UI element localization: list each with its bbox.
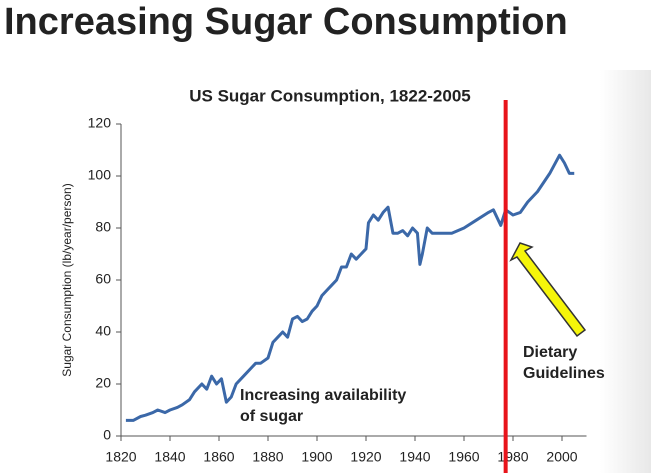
annotation: Guidelines (523, 365, 605, 382)
x-tick-label: 1920 (350, 449, 381, 465)
slide-title: Increasing Sugar Consumption (4, 1, 568, 43)
arrow (509, 242, 587, 338)
x-tick-label: 1820 (105, 449, 136, 465)
annotation: Increasing availability (240, 387, 406, 404)
y-tick-label: 80 (95, 219, 111, 235)
y-tick-label: 120 (88, 115, 112, 131)
x-tick-label: 1980 (497, 449, 528, 465)
x-tick-label: 1880 (252, 449, 283, 465)
y-tick-label: 100 (88, 167, 112, 183)
annotation: Dietary (523, 344, 577, 361)
x-tick-label: 2000 (546, 449, 577, 465)
chart-title: US Sugar Consumption, 1822-2005 (189, 86, 471, 105)
x-tick-label: 1840 (154, 449, 185, 465)
x-tick-label: 1900 (301, 449, 332, 465)
y-tick-label: 40 (95, 323, 111, 339)
background-edge (600, 70, 651, 473)
annotation: of sugar (240, 408, 303, 425)
y-tick-label: 0 (103, 427, 111, 443)
line (125, 153, 575, 422)
x-tick-label: 1960 (448, 449, 479, 465)
y-axis-label: Sugar Consumption (lb/year/person) (60, 183, 74, 376)
y-tick-label: 20 (95, 375, 111, 391)
x-tick-label: 1860 (203, 449, 234, 465)
y-tick-label: 60 (95, 271, 111, 287)
x-tick-label: 1940 (399, 449, 430, 465)
